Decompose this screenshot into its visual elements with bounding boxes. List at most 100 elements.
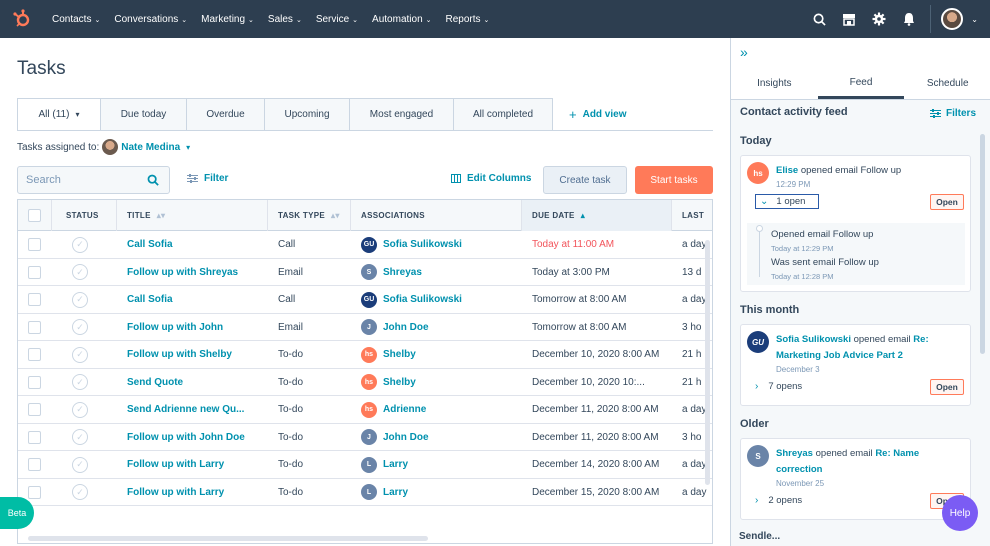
complete-task-icon[interactable]: ✓ <box>72 401 88 418</box>
open-status-button[interactable]: Open <box>930 194 964 210</box>
task-title-link[interactable]: Follow up with Larry <box>127 486 225 498</box>
complete-task-icon[interactable]: ✓ <box>72 346 88 363</box>
complete-task-icon[interactable]: ✓ <box>72 264 88 280</box>
row-checkbox[interactable] <box>28 485 41 499</box>
open-status-button[interactable]: Open <box>930 379 964 395</box>
tab-insights[interactable]: Insights <box>757 78 792 89</box>
opens-toggle[interactable]: › 2 opens <box>755 495 803 506</box>
create-task-button[interactable]: Create task <box>543 166 627 194</box>
chevron-right-icon: › <box>755 495 759 506</box>
search-icon[interactable] <box>147 174 159 189</box>
collapse-sidebar-icon[interactable]: » <box>740 44 748 60</box>
select-all-checkbox[interactable] <box>28 209 41 222</box>
col-due-date[interactable]: DUE DATE ▴ <box>522 200 672 231</box>
gear-icon[interactable] <box>864 0 894 38</box>
contact-link[interactable]: Sofia Sulikowski <box>776 334 851 345</box>
opens-toggle[interactable]: › 7 opens <box>755 381 803 392</box>
nav-sales[interactable]: Sales ⌄ <box>267 13 302 25</box>
nav-conversations[interactable]: Conversations ⌄ <box>114 13 188 25</box>
feed-filters-button[interactable]: Filters <box>930 108 976 119</box>
owner-select[interactable]: Nate Medina <box>121 141 181 153</box>
account-menu-chevron-icon[interactable]: ⌄ <box>971 14 978 24</box>
association-link[interactable]: Shelby <box>383 349 416 360</box>
association-link[interactable]: Shreyas <box>383 266 422 278</box>
task-title-link[interactable]: Follow up with Larry <box>127 459 225 470</box>
sidebar-scrollbar[interactable] <box>980 134 985 354</box>
vertical-scrollbar[interactable] <box>705 240 710 485</box>
title-cell: Follow up with John Doe <box>127 424 267 451</box>
association-link[interactable]: Shelby <box>383 376 416 388</box>
complete-task-icon[interactable]: ✓ <box>72 291 88 308</box>
nav-marketing[interactable]: Marketing ⌄ <box>201 13 254 25</box>
row-checkbox[interactable] <box>28 375 41 389</box>
tab-all-completed[interactable]: All completed <box>454 98 553 131</box>
email-link[interactable]: Re: Marketing Job Advice Part 2 <box>776 334 929 361</box>
col-task-type[interactable]: TASK TYPE ▴▾ <box>268 200 351 231</box>
search-input[interactable] <box>26 174 136 186</box>
cutoff-activity: Sendle... <box>739 531 781 542</box>
association-link[interactable]: Sofia Sulikowski <box>383 294 462 305</box>
row-checkbox[interactable] <box>28 320 41 334</box>
edit-columns-button[interactable]: Edit Columns <box>451 173 531 184</box>
user-avatar[interactable] <box>941 8 964 30</box>
nav-reports[interactable]: Reports ⌄ <box>445 13 490 25</box>
marketplace-icon[interactable] <box>834 0 864 38</box>
horizontal-scrollbar[interactable] <box>28 536 428 541</box>
email-link[interactable]: Re: Name correction <box>776 448 920 475</box>
tab-most-engaged[interactable]: Most engaged <box>350 98 454 131</box>
row-checkbox[interactable] <box>28 293 41 306</box>
association-link[interactable]: Larry <box>383 486 409 498</box>
task-title-link[interactable]: Call Sofia <box>127 294 173 305</box>
task-title-link[interactable]: Call Sofia <box>127 239 173 250</box>
nav-service[interactable]: Service ⌄ <box>315 13 359 25</box>
row-checkbox[interactable] <box>28 458 41 471</box>
row-checkbox[interactable] <box>28 348 41 361</box>
task-title-link[interactable]: Follow up with Shreyas <box>127 266 239 278</box>
owner-dropdown-icon[interactable]: ▾ <box>186 142 191 152</box>
association-link[interactable]: Larry <box>383 459 409 470</box>
tab-feed[interactable]: Feed <box>817 68 905 99</box>
nav-automation[interactable]: Automation ⌄ <box>372 13 432 25</box>
complete-task-icon[interactable]: ✓ <box>72 319 88 335</box>
contact-link[interactable]: Elise <box>776 165 799 176</box>
task-title-link[interactable]: Follow up with John <box>127 321 224 333</box>
tab-all[interactable]: All (11) ▾ <box>17 98 101 131</box>
tab-upcoming[interactable]: Upcoming <box>265 98 350 131</box>
search-icon[interactable] <box>804 0 834 38</box>
tab-dropdown-icon[interactable]: ▾ <box>75 110 80 119</box>
row-checkbox[interactable] <box>28 403 41 416</box>
task-title-link[interactable]: Send Adrienne new Qu... <box>127 404 245 415</box>
complete-task-icon[interactable]: ✓ <box>72 236 88 253</box>
filter-button[interactable]: Filter <box>187 173 228 184</box>
tab-schedule[interactable]: Schedule <box>926 78 969 89</box>
notification-bell-icon[interactable] <box>894 0 924 38</box>
tab-due-today[interactable]: Due today <box>101 98 187 131</box>
opens-toggle[interactable]: ⌄ 1 open <box>755 194 819 209</box>
hubspot-logo-icon[interactable] <box>12 9 32 29</box>
task-title-link[interactable]: Follow up with John Doe <box>127 431 245 443</box>
col-status[interactable]: STATUS <box>52 200 117 231</box>
complete-task-icon[interactable]: ✓ <box>72 456 88 473</box>
col-associations[interactable]: ASSOCIATIONS <box>351 200 522 231</box>
contact-link[interactable]: Shreyas <box>776 448 813 459</box>
row-checkbox[interactable] <box>28 430 41 444</box>
row-checkbox[interactable] <box>28 265 41 279</box>
complete-task-icon[interactable]: ✓ <box>72 484 88 500</box>
row-checkbox[interactable] <box>28 238 41 251</box>
col-last[interactable]: LAST <box>682 211 705 220</box>
tab-overdue[interactable]: Overdue <box>187 98 265 131</box>
association-link[interactable]: John Doe <box>383 321 429 333</box>
association-link[interactable]: Sofia Sulikowski <box>383 239 462 250</box>
task-title-link[interactable]: Send Quote <box>127 376 184 388</box>
start-tasks-button[interactable]: Start tasks <box>635 166 713 194</box>
association-link[interactable]: Adrienne <box>383 404 427 415</box>
nav-contacts[interactable]: Contacts ⌄ <box>52 13 101 25</box>
beta-button[interactable]: Beta <box>0 497 34 529</box>
task-title-link[interactable]: Follow up with Shelby <box>127 349 232 360</box>
add-view-button[interactable]: + Add view <box>569 107 627 122</box>
complete-task-icon[interactable]: ✓ <box>72 374 88 390</box>
complete-task-icon[interactable]: ✓ <box>72 429 88 445</box>
association-link[interactable]: John Doe <box>383 431 429 443</box>
help-button[interactable]: Help <box>942 495 978 531</box>
col-title[interactable]: TITLE ▴▾ <box>117 200 268 231</box>
